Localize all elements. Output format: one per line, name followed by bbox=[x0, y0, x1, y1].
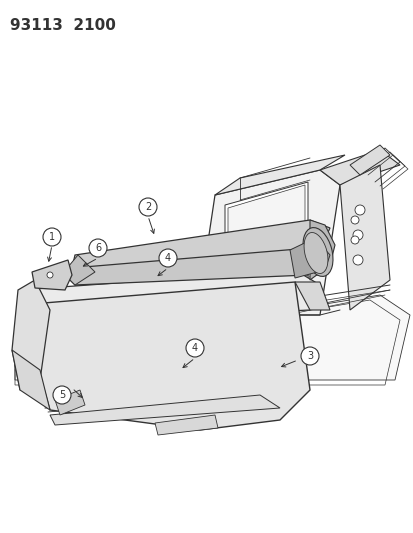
Circle shape bbox=[159, 249, 177, 267]
Ellipse shape bbox=[303, 232, 327, 273]
Text: 5: 5 bbox=[59, 390, 65, 400]
Text: 1: 1 bbox=[49, 232, 55, 242]
Polygon shape bbox=[154, 415, 218, 435]
Ellipse shape bbox=[302, 228, 332, 277]
Circle shape bbox=[185, 339, 204, 357]
Polygon shape bbox=[289, 238, 329, 278]
Circle shape bbox=[43, 228, 61, 246]
Text: 4: 4 bbox=[192, 343, 197, 353]
Polygon shape bbox=[65, 255, 95, 285]
Polygon shape bbox=[349, 145, 389, 175]
Text: 93113  2100: 93113 2100 bbox=[10, 18, 116, 33]
Polygon shape bbox=[214, 155, 344, 195]
Circle shape bbox=[300, 347, 318, 365]
Polygon shape bbox=[339, 165, 389, 310]
Circle shape bbox=[47, 272, 53, 278]
Text: 6: 6 bbox=[95, 243, 101, 253]
Circle shape bbox=[352, 230, 362, 240]
Polygon shape bbox=[199, 170, 339, 315]
Polygon shape bbox=[224, 182, 307, 305]
Polygon shape bbox=[12, 350, 50, 410]
Text: 3: 3 bbox=[306, 351, 312, 361]
Text: 2: 2 bbox=[145, 202, 151, 212]
Polygon shape bbox=[68, 248, 314, 285]
Polygon shape bbox=[20, 282, 309, 430]
Circle shape bbox=[350, 236, 358, 244]
Polygon shape bbox=[319, 150, 399, 185]
Polygon shape bbox=[228, 185, 304, 302]
Circle shape bbox=[89, 239, 107, 257]
Circle shape bbox=[352, 255, 362, 265]
Polygon shape bbox=[72, 220, 329, 272]
Polygon shape bbox=[12, 280, 50, 390]
Polygon shape bbox=[15, 295, 409, 380]
Circle shape bbox=[139, 198, 157, 216]
Polygon shape bbox=[55, 390, 85, 415]
Circle shape bbox=[350, 216, 358, 224]
Polygon shape bbox=[294, 282, 329, 310]
Polygon shape bbox=[18, 270, 314, 320]
Polygon shape bbox=[32, 260, 72, 290]
Polygon shape bbox=[309, 220, 334, 280]
Text: 4: 4 bbox=[164, 253, 171, 263]
Polygon shape bbox=[50, 395, 279, 425]
Circle shape bbox=[53, 386, 71, 404]
Circle shape bbox=[354, 205, 364, 215]
